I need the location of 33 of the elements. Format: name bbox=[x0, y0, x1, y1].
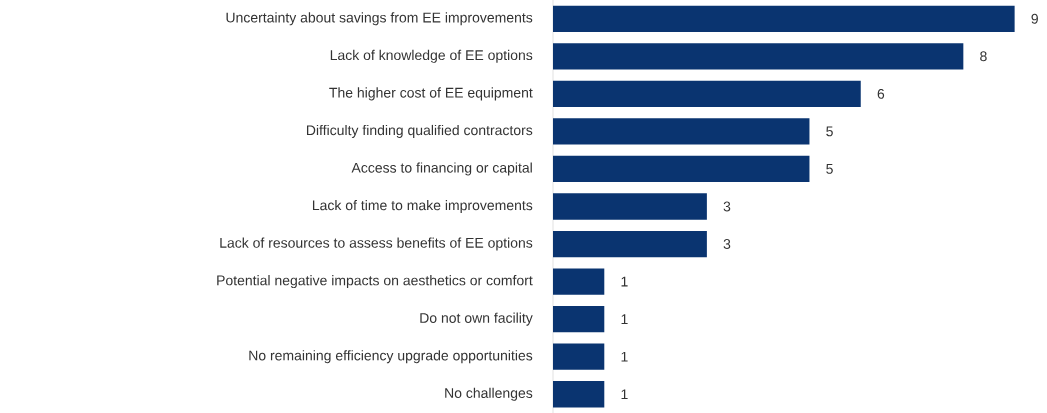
data-label: 3 bbox=[723, 239, 731, 250]
bar bbox=[553, 343, 605, 370]
bar bbox=[553, 193, 707, 220]
data-label: 8 bbox=[980, 51, 987, 62]
data-label: 1 bbox=[621, 314, 628, 324]
data-label: 3 bbox=[723, 201, 731, 212]
data-label: 1 bbox=[621, 389, 628, 400]
bar bbox=[553, 155, 810, 183]
bar bbox=[553, 381, 605, 408]
y-tick-label: Lack of time to make improvements bbox=[312, 199, 533, 214]
data-label: 1 bbox=[621, 351, 628, 362]
bar bbox=[553, 80, 861, 108]
bar bbox=[553, 43, 964, 70]
y-tick-label: Difficulty finding qualified contractors bbox=[306, 124, 533, 138]
y-tick-label: Access to financing or capital bbox=[351, 162, 532, 176]
y-tick-label: No remaining efficiency upgrade opportunities bbox=[249, 350, 533, 364]
y-tick-label: Do not own facility bbox=[420, 312, 533, 326]
data-label: 6 bbox=[877, 88, 885, 99]
y-tick-label: Potential negative impacts on aesthetics or comfort bbox=[217, 275, 533, 289]
bar bbox=[553, 268, 605, 295]
data-label: 1 bbox=[621, 276, 628, 287]
y-tick-label: No challenges bbox=[445, 387, 533, 401]
data-label: 5 bbox=[826, 164, 833, 174]
y-tick-label: Uncertainty about savings from EE improvements bbox=[226, 12, 533, 26]
bar bbox=[553, 306, 605, 333]
bar bbox=[553, 118, 810, 145]
bar bbox=[553, 230, 707, 258]
y-tick-label: The higher cost of EE equipment bbox=[329, 87, 533, 101]
data-label: 9 bbox=[1031, 13, 1038, 24]
y-tick-label: Lack of resources to assess benefits of EE options bbox=[220, 237, 533, 251]
data-label: 5 bbox=[826, 126, 833, 137]
bar bbox=[553, 5, 1015, 32]
y-tick-label: Lack of knowledge of EE options bbox=[330, 49, 533, 63]
